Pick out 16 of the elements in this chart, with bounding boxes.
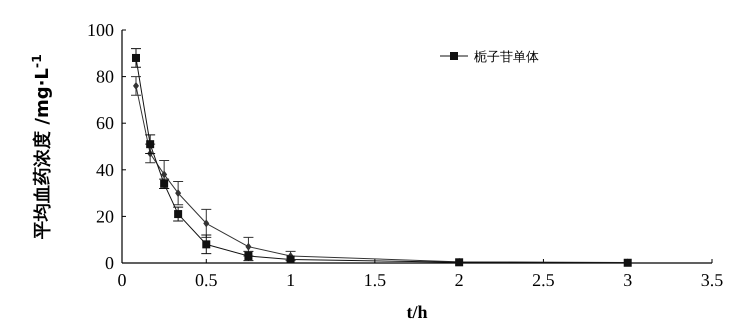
x-tick-label: 0.5: [195, 270, 218, 290]
x-tick-label: 3: [623, 270, 632, 290]
x-axis-title: t/h: [406, 302, 428, 322]
x-tick-label: 2.5: [532, 270, 555, 290]
x-tick-label: 2: [454, 270, 464, 290]
y-tick-label: 60: [96, 113, 114, 134]
x-tick-label: 1.5: [364, 270, 386, 290]
x-tick-label: 1: [286, 270, 296, 290]
x-tick-label: 3.5: [700, 270, 724, 290]
y-tick-label: 20: [96, 206, 114, 226]
x-tick-label: 0: [118, 270, 126, 290]
y-tick-label: 100: [87, 20, 114, 40]
y-tick-label: 80: [96, 66, 114, 87]
legend-label: 栀子苷单体: [474, 50, 539, 65]
y-tick-label: 0: [105, 253, 114, 273]
y-tick-label: 40: [96, 160, 114, 180]
